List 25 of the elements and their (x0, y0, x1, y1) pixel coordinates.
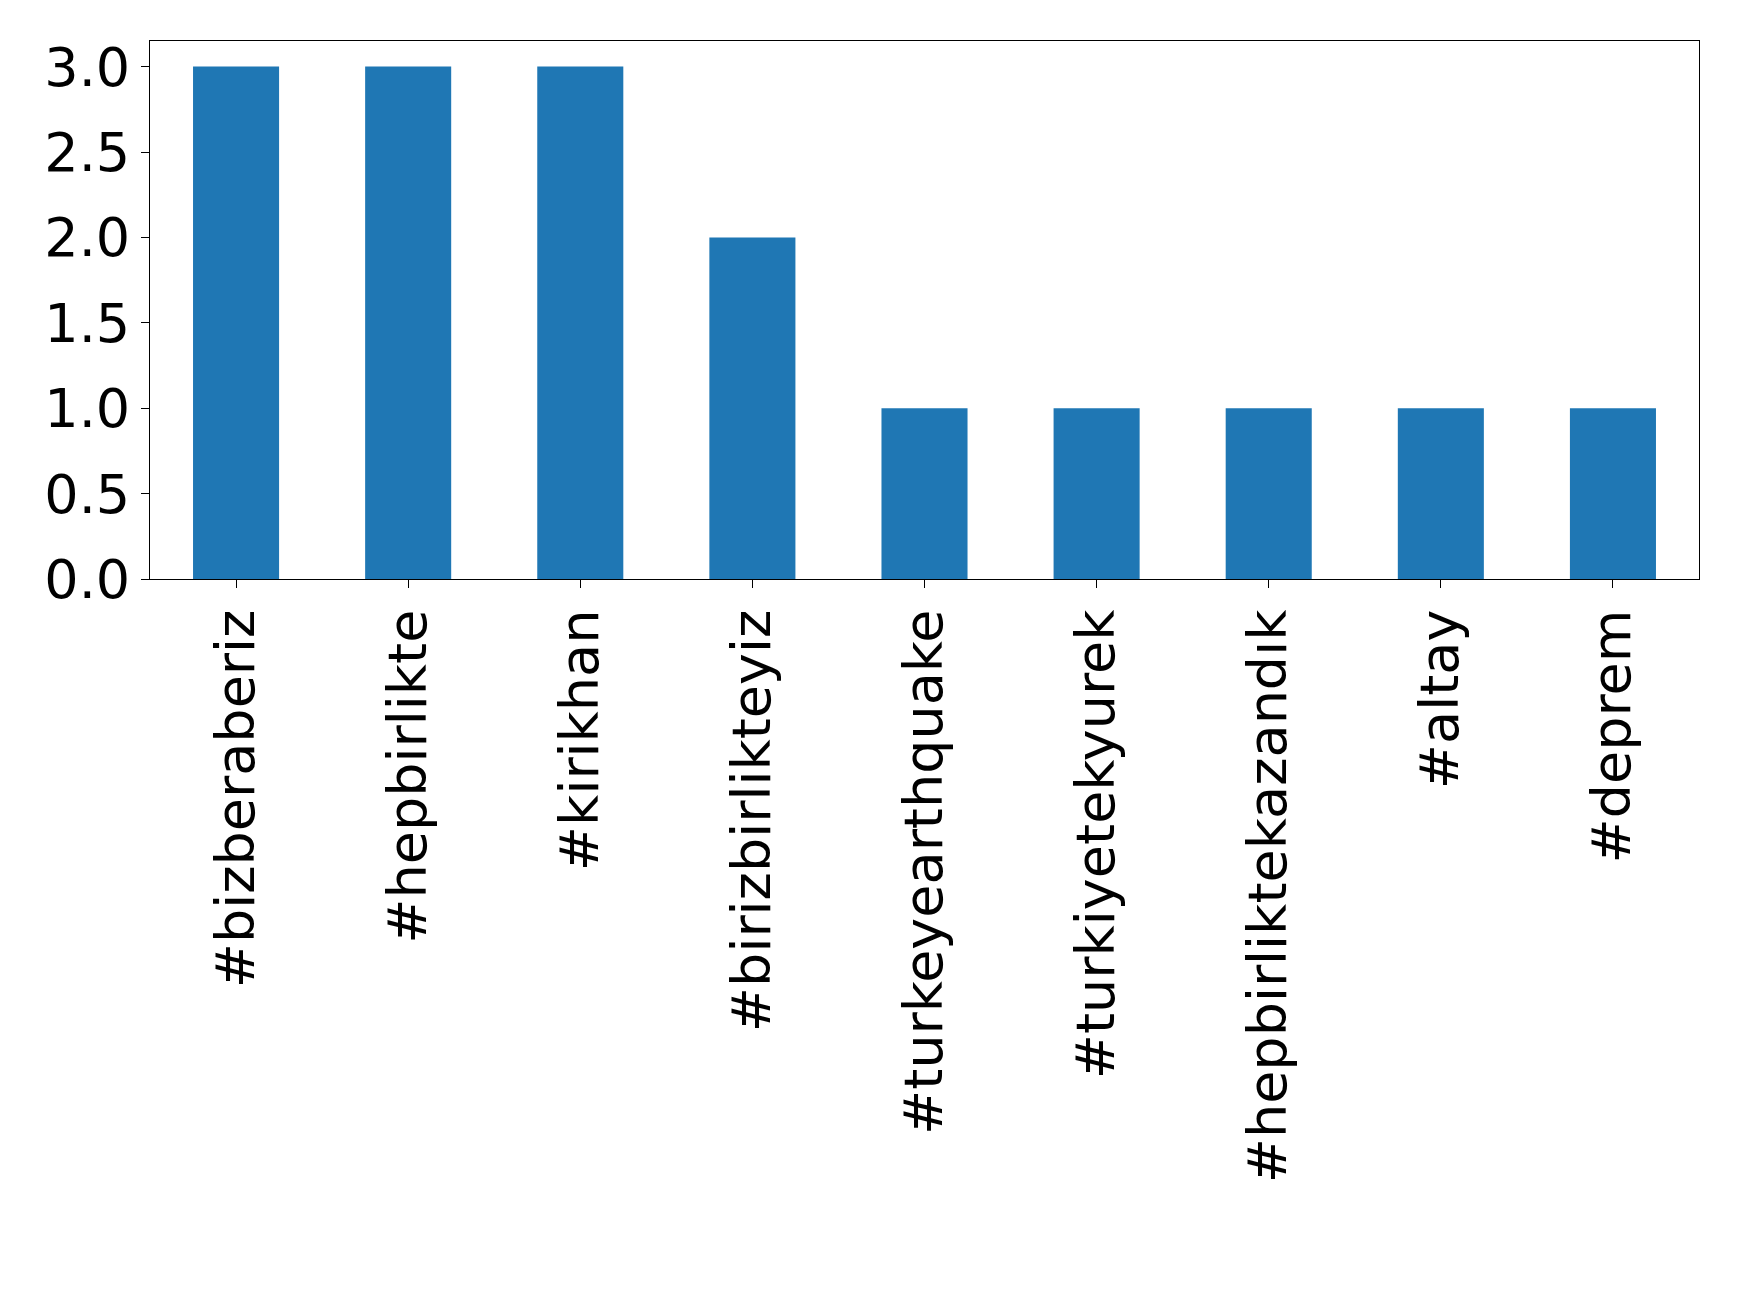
x-tick-label: #turkeyearthquake (892, 609, 956, 1136)
y-tick-label: 2.0 (44, 206, 131, 270)
x-tick-label: #hepbirlikte (375, 609, 439, 944)
bar (709, 237, 796, 579)
bar (1397, 408, 1484, 579)
x-tick-label: #kirikhan (547, 609, 611, 872)
bar (1225, 408, 1312, 579)
y-tick-label: 3.0 (44, 35, 131, 99)
bar (881, 408, 968, 579)
y-tick-label: 0.0 (44, 547, 131, 611)
bar (1569, 408, 1656, 579)
x-tick-label: #hepbirliktekazandık (1236, 608, 1300, 1184)
y-tick-label: 1.0 (44, 377, 131, 441)
y-tick-label: 2.5 (44, 120, 131, 184)
bar (193, 66, 280, 579)
x-tick-label: #bizberaberiz (203, 609, 267, 989)
x-tick-label: #birizbirlikteyiz (719, 609, 783, 1033)
bar (537, 66, 624, 579)
x-tick-label: #deprem (1580, 609, 1644, 864)
x-tick-label: #altay (1408, 609, 1472, 790)
x-tick-label: #turkiyetekyurek (1064, 608, 1128, 1080)
bar (1053, 408, 1140, 579)
y-tick-label: 1.5 (44, 291, 131, 355)
y-tick-label: 0.5 (44, 462, 131, 526)
bar (365, 66, 452, 579)
